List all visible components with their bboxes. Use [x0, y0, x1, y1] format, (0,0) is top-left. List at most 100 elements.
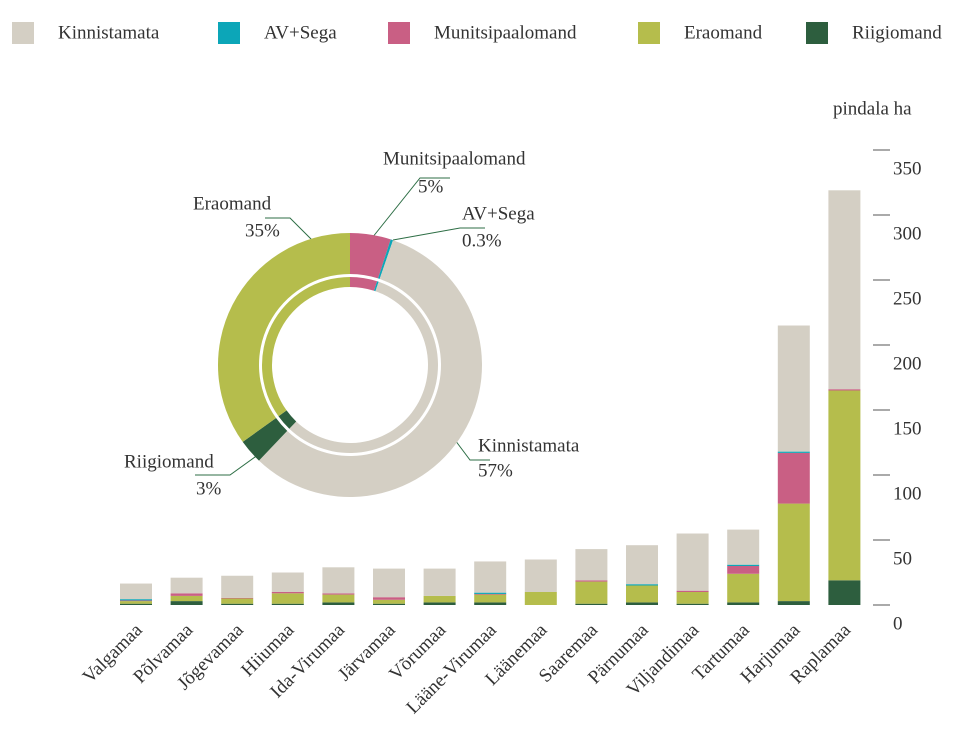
- legend-label: Kinnistamata: [58, 22, 160, 43]
- bar-segment: [727, 602, 760, 605]
- bar-segment: [373, 603, 405, 605]
- pie-label: Riigiomand: [124, 451, 214, 472]
- donut-inner-segment: [278, 410, 297, 429]
- leader: [195, 451, 263, 476]
- bar-segment: [271, 572, 304, 592]
- bar-segment: [626, 602, 658, 605]
- bar-segment: [423, 602, 456, 605]
- bar-segment: [322, 593, 355, 595]
- bar-segment: [474, 593, 507, 595]
- bar-segment: [474, 592, 507, 594]
- bar-segment: [828, 190, 861, 390]
- bar-segment: [474, 594, 507, 603]
- bar-segment: [575, 580, 608, 582]
- bar-segment: [271, 603, 304, 605]
- bar-segment: [777, 601, 810, 605]
- bar-segment: [373, 568, 405, 598]
- bar-segment: [170, 593, 203, 596]
- bar-segment: [423, 595, 456, 603]
- bar-segment: [524, 559, 557, 592]
- bar-segment: [676, 603, 709, 605]
- pie-leaders: [195, 177, 490, 476]
- bar-segment: [727, 573, 760, 603]
- bar-segment: [120, 601, 152, 604]
- legend-swatch: [12, 22, 34, 44]
- bar-segment: [474, 561, 507, 593]
- legend-label: AV+Sega: [264, 22, 337, 43]
- bar-segment: [373, 599, 405, 604]
- legend-swatch: [218, 22, 240, 44]
- legend-swatch: [806, 22, 828, 44]
- bar-segment: [221, 603, 254, 605]
- bar-segment: [423, 568, 456, 596]
- bar-segment: [120, 603, 152, 605]
- bar-segment: [221, 597, 254, 599]
- bar-segment: [120, 600, 152, 602]
- bar-segment: [626, 584, 658, 586]
- leader: [392, 227, 485, 241]
- bar-segment: [828, 389, 861, 391]
- bar-segment: [575, 581, 608, 604]
- legend-swatch: [388, 22, 410, 44]
- donut-segment: [258, 240, 482, 498]
- bar-segment: [727, 564, 760, 566]
- bar-segment: [170, 577, 203, 594]
- bar-segment: [777, 503, 810, 602]
- y-tick-label: 250: [893, 288, 922, 309]
- bar-segment: [777, 451, 810, 453]
- bar-segment: [575, 549, 608, 581]
- bar-segment: [777, 452, 810, 504]
- bar-segment: [271, 592, 304, 594]
- bar-segment: [626, 545, 658, 585]
- y-tick-label: 150: [893, 418, 922, 439]
- bar-segment: [170, 601, 203, 605]
- donut-segment: [218, 233, 350, 442]
- pie-value-label: 57%: [478, 460, 513, 481]
- donut-inner-segment: [350, 277, 378, 291]
- bar-segment: [727, 566, 760, 574]
- pie-value-label: 0.3%: [462, 230, 502, 251]
- pie-label: Kinnistamata: [478, 435, 580, 456]
- donut-segment: [350, 233, 391, 279]
- y-tick-label: 200: [893, 353, 922, 374]
- legend-label: Eraomand: [684, 22, 763, 43]
- bar-segment: [524, 592, 557, 605]
- legend-label: Riigiomand: [852, 22, 942, 43]
- leader: [371, 177, 450, 239]
- donut-inner-segment: [374, 281, 379, 292]
- bar-segment: [221, 575, 254, 598]
- pie-label: Munitsipaalomand: [383, 148, 526, 169]
- bar-segment: [676, 533, 709, 591]
- bar-segment: [676, 590, 709, 592]
- bar-segment: [271, 593, 304, 604]
- bar-segment: [322, 602, 355, 605]
- leader: [265, 217, 313, 241]
- donut-inner-segment: [289, 281, 438, 453]
- bar-segment: [828, 390, 861, 581]
- pie-value-label: 3%: [196, 478, 222, 499]
- pie-value-label: 35%: [245, 220, 280, 241]
- bar-segment: [777, 325, 810, 452]
- legend-label: Munitsipaalomand: [434, 22, 577, 43]
- bar-segment: [626, 585, 658, 603]
- y-tick-label: 350: [893, 158, 922, 179]
- bar-segment: [170, 595, 203, 602]
- y-tick-label: 50: [893, 548, 912, 569]
- bar-segment: [373, 597, 405, 600]
- pie-label: Eraomand: [193, 193, 272, 214]
- bar-segment: [474, 602, 507, 605]
- y-tick-label: 0: [893, 613, 903, 634]
- leader: [454, 439, 490, 461]
- bar-segment: [322, 594, 355, 603]
- donut-inner-segment: [262, 277, 350, 417]
- bar-segment: [676, 592, 709, 604]
- donut-segment: [378, 239, 394, 279]
- bar-segment: [727, 529, 760, 565]
- y-tick-label: 100: [893, 483, 922, 504]
- bar-segment: [828, 580, 861, 605]
- bar-segment: [120, 583, 152, 600]
- pie-value-label: 5%: [418, 176, 444, 197]
- bar-segment: [221, 598, 254, 604]
